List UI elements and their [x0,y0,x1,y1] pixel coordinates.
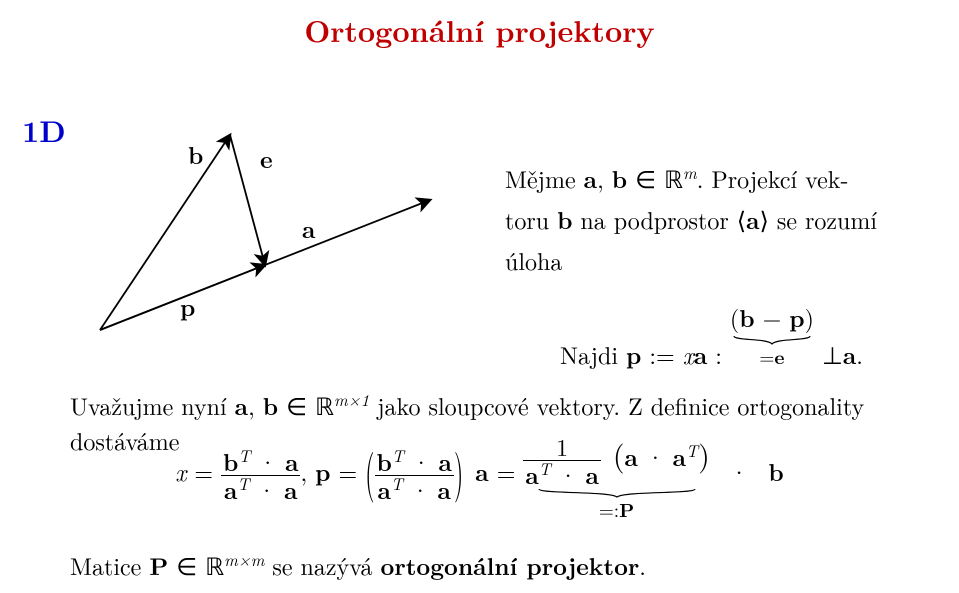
e2-dot6: · [638,439,673,473]
e2-rp1: ) [454,433,463,504]
equation-xp: x = bT · a aT · a , p = ( bT · a aT · a … [0,432,959,519]
bt-exp: m×m [224,547,264,571]
label-p: p [180,290,195,324]
e2-dot5: · [551,457,586,491]
e2-brace-label: =:P [523,500,709,519]
e2-T5: T [539,456,551,480]
e2-T6: T [686,438,698,462]
t1a: Mějme [505,161,584,195]
e2-a2: a [284,473,297,507]
m-in: ∈ ℝ [278,388,334,422]
e1-brace: (b − p) =e [730,300,814,366]
m-bb: b [263,389,278,423]
t2e: ⟩ se rozumí [760,202,878,236]
e2-T2: T [237,471,249,495]
m-a: Uvažujme nyní [70,388,235,422]
t1f: m [683,160,697,184]
e2-rp2: ) [698,432,710,475]
intro-text: Mějme a, b ∈ ℝm. Projekcí vek- toru b na… [505,158,935,280]
bt-P: P [149,549,168,583]
e2-a5: a [475,455,488,489]
e2-x: x [175,454,186,488]
e2-eq2: = [331,454,366,488]
e2-a8: a [673,440,686,474]
e1-a2: a [843,338,856,372]
e2-frac1: bT · a aT · a [221,448,300,504]
e2-P: P [619,495,634,523]
e1-pp: p [789,301,804,335]
e2-b: b [768,455,783,489]
e2-dot4: · [403,472,438,506]
bt-a: Matice [70,548,149,582]
e1-brace-e: e [774,342,784,370]
e2-comma: , [300,454,315,488]
label-e: e [260,142,273,176]
arrow-b [100,135,230,330]
e2-lp1: ( [365,433,374,504]
t2d: a [746,203,759,237]
e2-brace: 1 aT · a (a · aT) =:P [523,432,709,519]
e2-eq3: = [489,454,524,488]
t1d: b [612,162,627,196]
t1b: a [584,162,597,196]
e2-T4: T [391,471,403,495]
e2-dot2: · [249,472,284,506]
e1-brace-label: =e [730,347,814,366]
m-comma: , [248,388,263,422]
e1-rp: ) [805,300,814,334]
bt-dot: . [639,548,646,582]
e2-lp2: ( [613,432,625,475]
section-label-1d: 1D [22,108,66,151]
e2-dot7: · [722,454,757,488]
e2-aT3: a [525,458,538,492]
equation-projection-def: Najdi p := xa : (b − p) =e ⊥a. [560,300,863,372]
page-title: Ortogonální projektory [0,8,959,51]
bottom-sentence: Matice P ∈ ℝm×m se nazývá ortogonální pr… [70,548,940,583]
e2-p: p [315,455,330,489]
m-exp: m×1 [334,387,369,411]
e1-perp: ⊥ [814,337,843,371]
t1e: ∈ ℝ [627,161,683,195]
e1-dot: . [856,337,863,371]
e2-a6: a [585,458,598,492]
e2-a4: a [438,473,451,507]
bt-rest1: se nazývá [264,548,380,582]
e1-minus: − [755,300,790,334]
e1-x: x [683,337,694,371]
t3: úloha [505,243,562,277]
t2b: b [557,203,572,237]
t2c: na podprostor ⟨ [572,202,746,236]
e2-T3: T [392,443,404,467]
t2a: toru [505,202,557,236]
e1-colon: : [707,337,730,371]
e1-prefix: Najdi [560,337,626,371]
e1-b: b [739,301,754,335]
e1-p: p [626,338,641,372]
e2-frac2: bT · a aT · a [375,448,454,504]
e2-T1: T [238,443,250,467]
label-b: b [188,138,203,172]
e2-eq1: = [186,454,221,488]
e2-aT1: a [224,473,237,507]
bt-in: ∈ ℝ [168,548,224,582]
label-a: a [302,212,315,246]
e1-a: a [694,338,707,372]
e2-frac3: 1 aT · a [523,433,601,488]
t1c: , [597,161,612,195]
m-ab: a [235,389,248,423]
e1-assign: := [641,337,682,371]
e1-lp: ( [730,300,739,334]
e2-aT2: a [377,473,390,507]
e2-a7: a [625,440,638,474]
t1g: . Projekcí vek- [697,161,849,195]
bt-bold: ortogonální projektor [381,549,640,583]
